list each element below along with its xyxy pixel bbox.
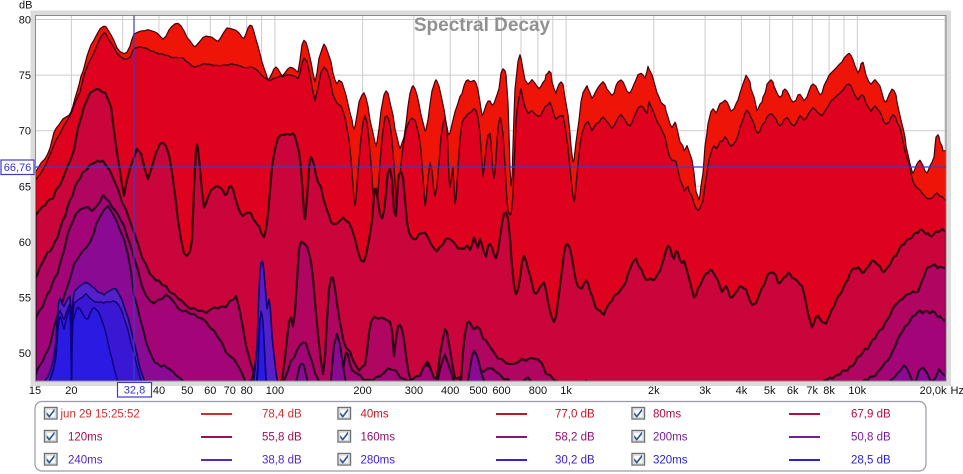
svg-text:40: 40 <box>153 385 165 397</box>
svg-text:66,76: 66,76 <box>4 162 32 174</box>
svg-text:7k: 7k <box>806 385 818 397</box>
svg-text:60: 60 <box>19 237 31 249</box>
svg-text:65: 65 <box>19 181 31 193</box>
svg-text:50: 50 <box>19 348 31 360</box>
svg-text:jun 29 15:25:52: jun 29 15:25:52 <box>60 409 140 421</box>
svg-text:5k: 5k <box>764 385 776 397</box>
svg-text:400: 400 <box>441 385 459 397</box>
svg-text:77,0 dB: 77,0 dB <box>555 409 595 421</box>
svg-text:60: 60 <box>204 385 216 397</box>
svg-text:Spectral Decay: Spectral Decay <box>414 15 551 36</box>
svg-text:28,5 dB: 28,5 dB <box>851 455 891 467</box>
svg-text:300: 300 <box>405 385 423 397</box>
svg-text:6k: 6k <box>787 385 799 397</box>
svg-text:4k: 4k <box>736 385 748 397</box>
svg-text:32,8: 32,8 <box>124 385 145 397</box>
svg-text:80ms: 80ms <box>653 409 681 421</box>
svg-text:55,8 dB: 55,8 dB <box>262 432 302 444</box>
svg-text:160ms: 160ms <box>361 432 396 444</box>
svg-text:120ms: 120ms <box>68 432 103 444</box>
svg-text:280ms: 280ms <box>361 455 396 467</box>
svg-text:100: 100 <box>266 385 284 397</box>
svg-text:58,2 dB: 58,2 dB <box>555 432 595 444</box>
svg-text:dB: dB <box>19 0 32 12</box>
svg-text:10k: 10k <box>848 385 866 397</box>
svg-text:78,4 dB: 78,4 dB <box>262 409 302 421</box>
svg-text:80: 80 <box>19 15 31 27</box>
svg-text:600: 600 <box>492 385 510 397</box>
svg-text:2k: 2k <box>648 385 660 397</box>
svg-text:1k: 1k <box>560 385 572 397</box>
svg-text:200: 200 <box>353 385 371 397</box>
svg-text:200ms: 200ms <box>653 432 688 444</box>
svg-text:Hz: Hz <box>951 385 963 397</box>
svg-text:70: 70 <box>224 385 236 397</box>
svg-text:38,8 dB: 38,8 dB <box>262 455 302 467</box>
svg-text:67,9 dB: 67,9 dB <box>851 409 891 421</box>
svg-text:75: 75 <box>19 70 31 82</box>
svg-text:70: 70 <box>19 126 31 138</box>
svg-text:320ms: 320ms <box>653 455 688 467</box>
svg-text:50: 50 <box>181 385 193 397</box>
svg-text:50,8 dB: 50,8 dB <box>851 432 891 444</box>
svg-text:3k: 3k <box>699 385 711 397</box>
svg-text:800: 800 <box>529 385 547 397</box>
svg-text:55: 55 <box>19 292 31 304</box>
svg-text:500: 500 <box>469 385 487 397</box>
svg-text:20: 20 <box>65 385 77 397</box>
svg-text:30,2 dB: 30,2 dB <box>555 455 595 467</box>
svg-text:15: 15 <box>29 385 41 397</box>
svg-text:8k: 8k <box>823 385 835 397</box>
svg-text:40ms: 40ms <box>361 409 389 421</box>
svg-text:240ms: 240ms <box>68 455 103 467</box>
svg-text:20,0k: 20,0k <box>920 385 947 397</box>
svg-text:80: 80 <box>241 385 253 397</box>
